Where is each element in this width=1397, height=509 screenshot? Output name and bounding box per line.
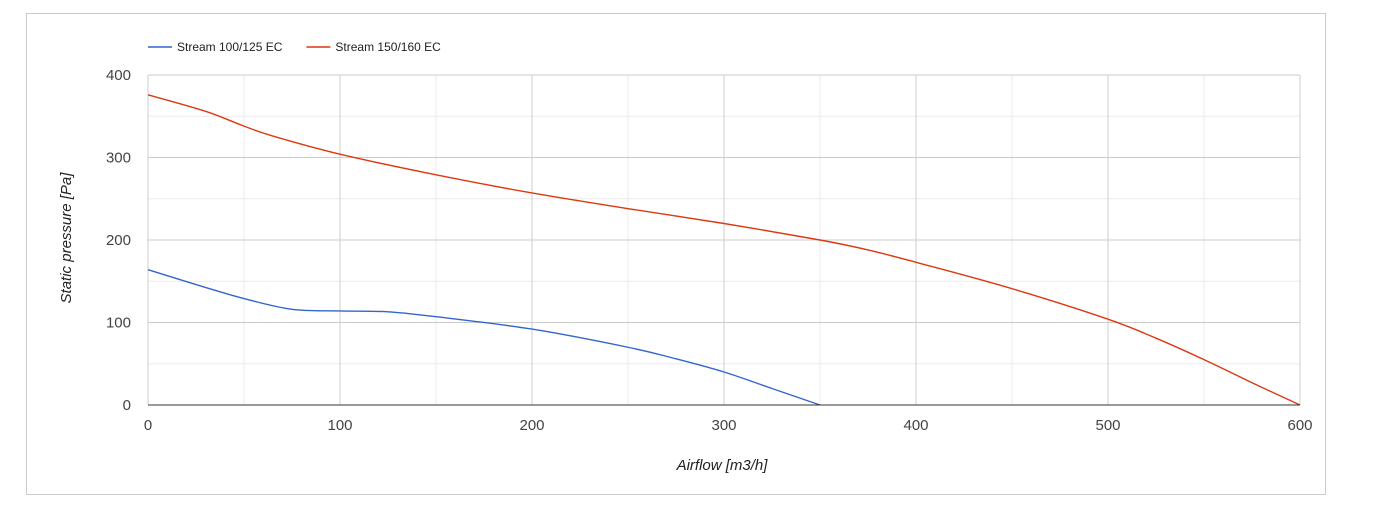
y-axis-ticks: 0 100 200 300 400	[106, 67, 131, 414]
x-tick-label: 600	[1287, 417, 1312, 434]
series-line-1[interactable]	[147, 269, 821, 406]
x-tick-label: 300	[711, 417, 736, 434]
x-axis-ticks: 0 100 200 300 400 500 600	[144, 417, 1313, 434]
x-tick-label: 0	[144, 417, 152, 434]
chart-frame	[26, 13, 1326, 495]
x-axis-title: Airflow [m3/h]	[676, 457, 769, 474]
y-tick-label: 100	[106, 315, 131, 332]
y-tick-label: 0	[123, 397, 131, 414]
legend-item-1[interactable]: Stream 100/125 EC	[148, 40, 283, 54]
legend[interactable]: Stream 100/125 EC Stream 150/160 EC	[148, 40, 441, 54]
y-tick-label: 400	[106, 67, 131, 84]
series-line-2[interactable]	[147, 94, 1301, 406]
x-tick-label: 200	[519, 417, 544, 434]
y-axis-title: Static pressure [Pa]	[58, 172, 75, 304]
y-tick-label: 300	[106, 150, 131, 167]
legend-label: Stream 100/125 EC	[177, 40, 283, 54]
major-gridlines	[147, 74, 1301, 405]
x-tick-label: 100	[327, 417, 352, 434]
x-tick-label: 400	[903, 417, 928, 434]
x-tick-label: 500	[1095, 417, 1120, 434]
y-tick-label: 200	[106, 232, 131, 249]
legend-label: Stream 150/160 EC	[335, 40, 441, 54]
legend-item-2[interactable]: Stream 150/160 EC	[306, 40, 441, 54]
series-lines	[147, 94, 1301, 406]
